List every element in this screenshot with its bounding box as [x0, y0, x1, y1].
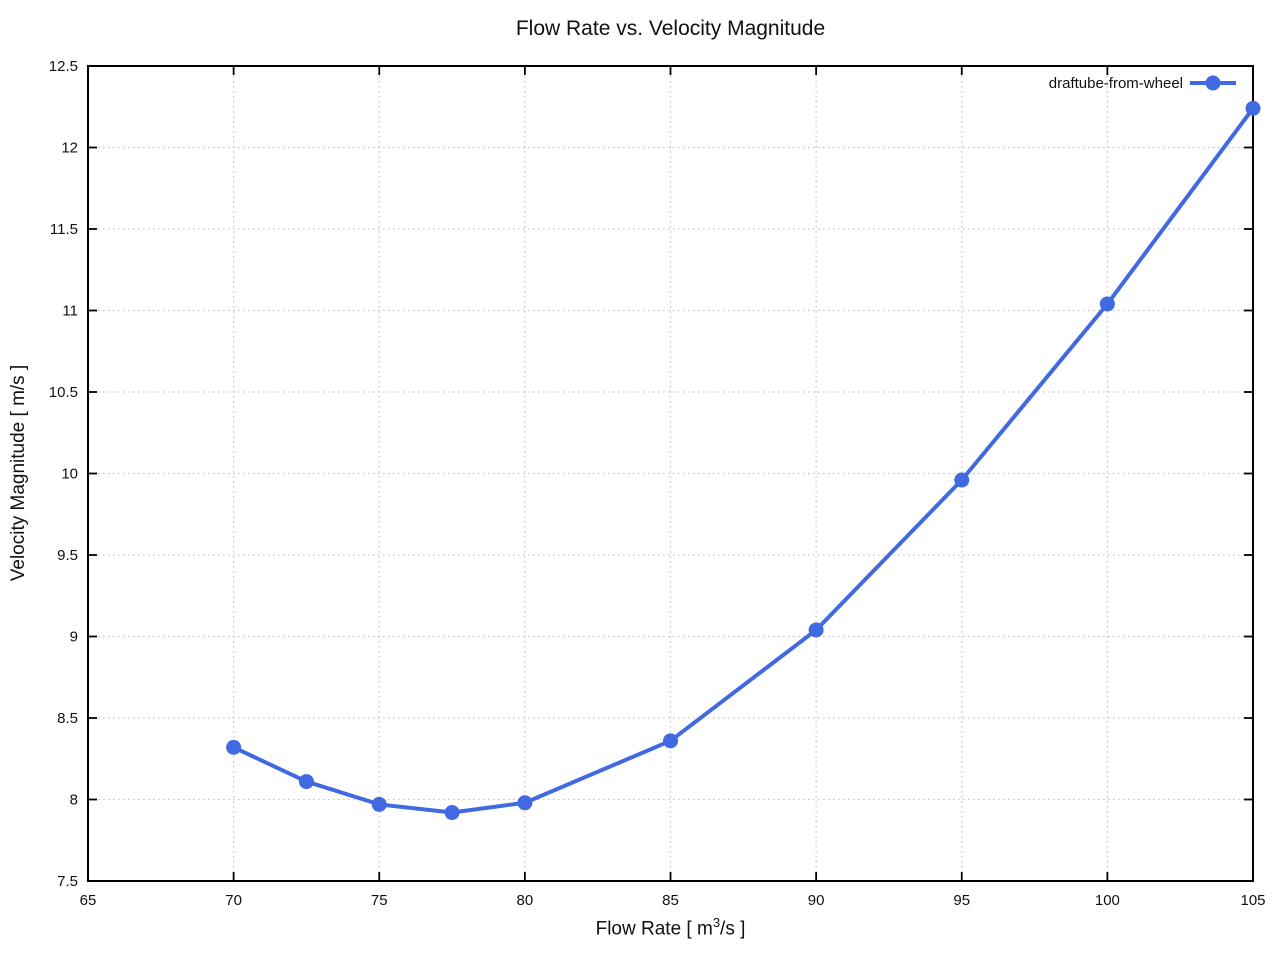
legend-line-sample [1190, 75, 1236, 91]
y-tick-label: 12.5 [49, 58, 78, 75]
y-tick-label: 10 [61, 466, 78, 483]
y-tick-label: 10.5 [49, 384, 78, 401]
y-tick-label: 9.5 [57, 547, 78, 564]
x-axis-label-text: Flow Rate [ m [595, 918, 713, 940]
x-tick-label: 105 [1240, 892, 1265, 909]
data-series [226, 100, 1261, 821]
data-point [444, 805, 460, 821]
x-tick-label: 100 [1095, 892, 1120, 909]
legend: draftube-from-wheel [1049, 75, 1236, 92]
tick-marks [87, 65, 1254, 882]
y-tick-label: 9 [70, 629, 78, 646]
data-point [1099, 296, 1115, 312]
y-tick-label: 12 [61, 140, 78, 157]
legend-marker [1205, 75, 1221, 91]
data-point [226, 739, 242, 755]
legend-label: draftube-from-wheel [1049, 75, 1183, 92]
y-tick-label: 11 [62, 303, 78, 320]
x-tick-label: 90 [808, 892, 825, 909]
grid-lines [88, 66, 1253, 881]
data-point [808, 622, 824, 638]
tick-labels: 65 70 75 80 85 90 95 100 105 7.5 8 8.5 9 9.5 10 10.5 11 1… [49, 58, 1266, 909]
y-tick-label: 11.5 [50, 221, 78, 238]
series-line [231, 106, 1255, 815]
x-axis-label-sup: 3 [712, 915, 721, 930]
data-point [517, 795, 533, 811]
chart-title: Flow Rate vs. Velocity Magnitude [515, 17, 826, 40]
data-point [663, 733, 678, 749]
x-axis-label-suffix: /s ] [720, 918, 746, 940]
x-tick-label: 85 [662, 892, 679, 909]
y-tick-label: 8 [70, 792, 78, 809]
data-point [954, 472, 970, 488]
x-tick-label: 95 [953, 892, 970, 909]
y-tick-label: 7.5 [57, 873, 78, 890]
data-point [298, 774, 314, 790]
x-tick-label: 75 [371, 892, 388, 909]
x-tick-label: 65 [80, 892, 97, 909]
y-tick-label: 8.5 [57, 710, 78, 727]
x-axis-label: Flow Rate [ m3/s ] [88, 915, 1253, 940]
data-point [1245, 100, 1261, 116]
x-tick-label: 70 [225, 892, 242, 909]
x-tick-label: 80 [517, 892, 534, 909]
data-point [371, 796, 387, 812]
y-axis-label: Velocity Magnitude [ m/s ] [8, 364, 29, 582]
